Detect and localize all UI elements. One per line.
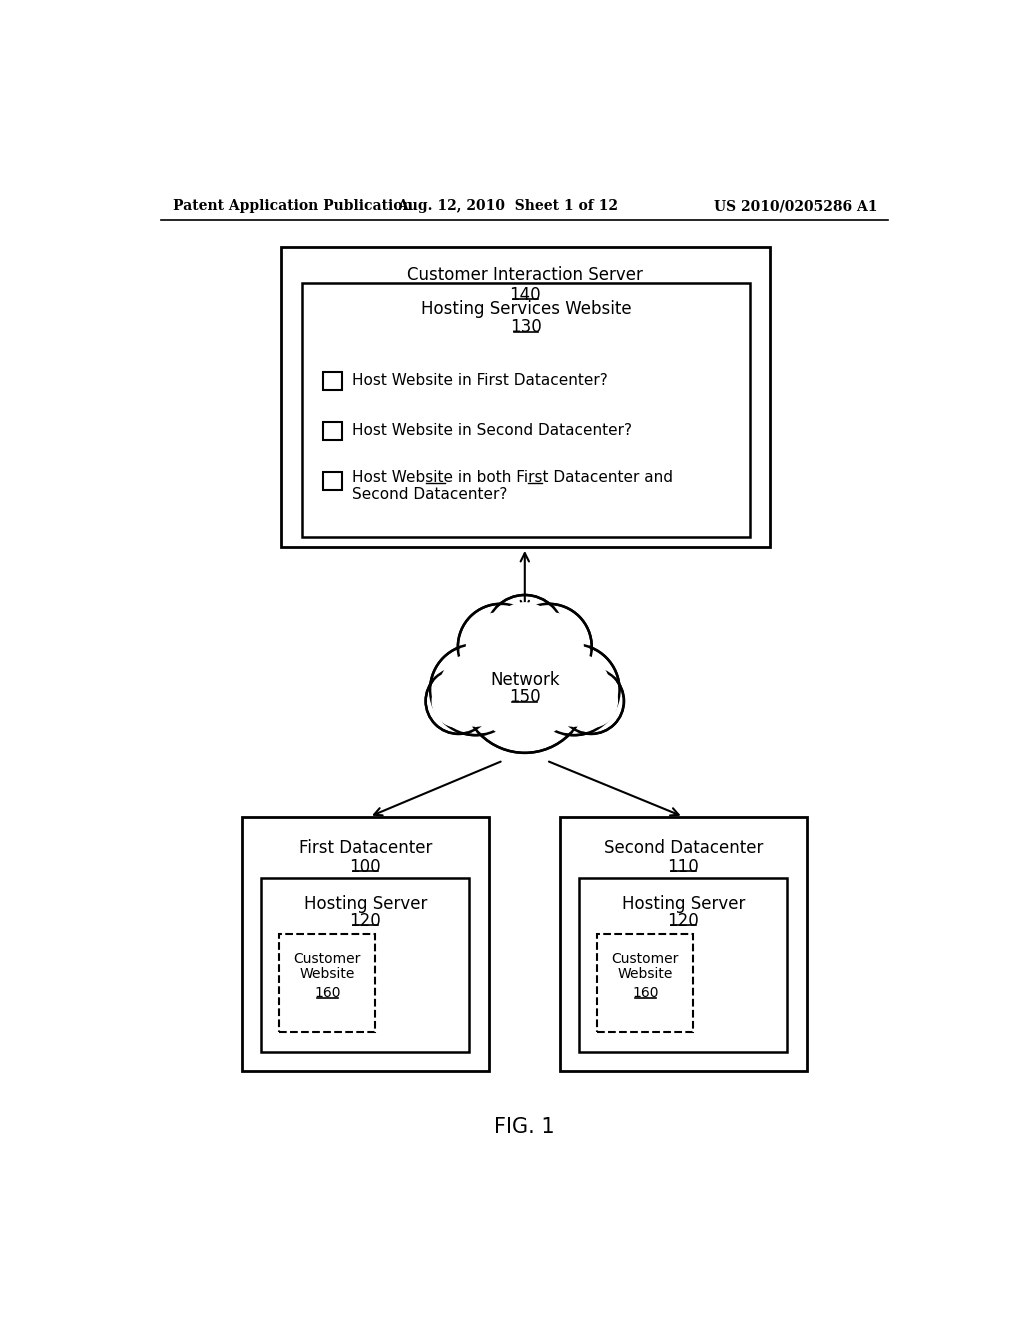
Text: 130: 130 bbox=[510, 318, 542, 337]
Text: US 2010/0205286 A1: US 2010/0205286 A1 bbox=[714, 199, 878, 213]
Text: Customer Interaction Server: Customer Interaction Server bbox=[408, 267, 643, 284]
Circle shape bbox=[462, 627, 588, 752]
Text: Hosting Services Website: Hosting Services Website bbox=[421, 300, 631, 318]
Circle shape bbox=[528, 644, 620, 735]
Circle shape bbox=[467, 612, 536, 681]
Circle shape bbox=[558, 668, 624, 734]
Circle shape bbox=[428, 671, 488, 731]
Text: 140: 140 bbox=[509, 285, 541, 304]
Bar bbox=[261, 878, 469, 1052]
Circle shape bbox=[514, 612, 583, 681]
Text: Website: Website bbox=[617, 966, 673, 981]
Circle shape bbox=[565, 675, 617, 727]
Text: Aug. 12, 2010  Sheet 1 of 12: Aug. 12, 2010 Sheet 1 of 12 bbox=[397, 199, 618, 213]
Circle shape bbox=[532, 648, 615, 731]
Circle shape bbox=[439, 653, 512, 726]
Circle shape bbox=[461, 607, 541, 686]
Circle shape bbox=[509, 607, 589, 686]
Text: Network: Network bbox=[490, 672, 559, 689]
Text: First Datacenter: First Datacenter bbox=[299, 840, 432, 857]
Circle shape bbox=[474, 639, 575, 741]
Text: Patent Application Publication: Patent Application Publication bbox=[173, 199, 413, 213]
Text: Customer: Customer bbox=[294, 952, 361, 966]
Text: Host Website in First Datacenter?: Host Website in First Datacenter? bbox=[352, 374, 608, 388]
Text: 160: 160 bbox=[632, 986, 658, 1001]
Text: Second Datacenter: Second Datacenter bbox=[604, 840, 763, 857]
Bar bbox=[597, 933, 693, 1032]
Circle shape bbox=[434, 648, 517, 731]
Text: Hosting Server: Hosting Server bbox=[304, 895, 427, 912]
Text: Website: Website bbox=[300, 966, 355, 981]
Text: 100: 100 bbox=[349, 858, 381, 875]
Bar bbox=[243, 817, 488, 1071]
Bar bbox=[280, 933, 376, 1032]
Text: 160: 160 bbox=[314, 986, 341, 1001]
Text: Second Datacenter?: Second Datacenter? bbox=[352, 487, 508, 503]
Circle shape bbox=[506, 603, 592, 690]
Text: 110: 110 bbox=[668, 858, 699, 875]
Text: 150: 150 bbox=[509, 689, 541, 706]
Bar bbox=[281, 247, 770, 548]
Text: Customer: Customer bbox=[611, 952, 679, 966]
Circle shape bbox=[561, 671, 622, 731]
Circle shape bbox=[467, 631, 583, 748]
Circle shape bbox=[488, 598, 561, 671]
Bar bbox=[301, 284, 751, 537]
Bar bbox=[323, 422, 342, 441]
Circle shape bbox=[494, 603, 556, 665]
Bar bbox=[560, 817, 807, 1071]
Bar bbox=[323, 372, 342, 391]
Circle shape bbox=[426, 668, 492, 734]
Text: FIG. 1: FIG. 1 bbox=[495, 1117, 555, 1137]
Circle shape bbox=[485, 595, 564, 673]
Text: 120: 120 bbox=[668, 912, 699, 929]
Circle shape bbox=[430, 644, 521, 735]
Text: Hosting Server: Hosting Server bbox=[622, 895, 745, 912]
Circle shape bbox=[458, 603, 544, 690]
Text: Host Website in both First Datacenter and: Host Website in both First Datacenter an… bbox=[352, 470, 674, 486]
Text: Host Website in Second Datacenter?: Host Website in Second Datacenter? bbox=[352, 424, 632, 438]
Circle shape bbox=[432, 675, 484, 727]
Bar bbox=[323, 471, 342, 490]
Text: 120: 120 bbox=[349, 912, 381, 929]
Bar bbox=[580, 878, 787, 1052]
Circle shape bbox=[538, 653, 610, 726]
